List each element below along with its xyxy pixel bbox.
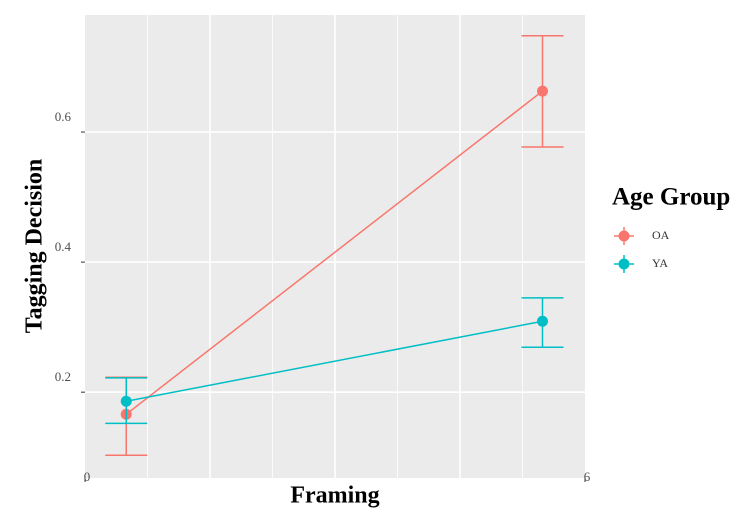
y-tick-label: 0.4 (55, 239, 72, 254)
legend-title: Age Group (612, 184, 730, 211)
y-axis-title: Tagging Decision (22, 159, 48, 333)
legend-label: YA (652, 256, 668, 270)
y-tick-label: 0.6 (55, 109, 72, 124)
series-line (125, 90, 543, 415)
legend-key-point (618, 258, 630, 270)
point (537, 315, 548, 327)
y-tick-label: 0.2 (55, 369, 71, 384)
series-line (126, 320, 543, 403)
x-tick-label: 0 (84, 469, 91, 484)
legend-label: OA (652, 228, 670, 242)
legend-key-point (618, 230, 630, 242)
point (120, 395, 132, 407)
point (537, 85, 548, 97)
x-axis-title: Framing (290, 483, 379, 509)
x-tick-label: 6 (584, 469, 591, 484)
